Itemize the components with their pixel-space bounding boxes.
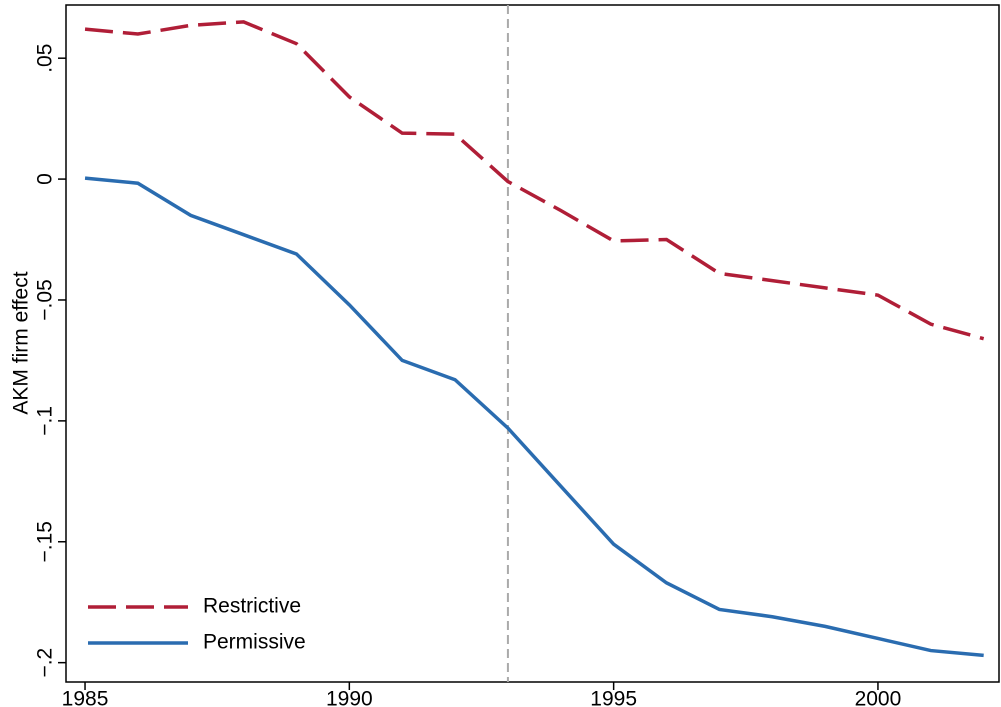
x-tick-label: 2000 (855, 688, 902, 707)
legend-label: Restrictive (203, 595, 301, 618)
x-tick-label: 1995 (590, 688, 637, 707)
y-tick-label: −.1 (34, 406, 57, 436)
series-line (84, 176, 984, 658)
y-axis-label: AKM firm effect (10, 271, 33, 414)
y-tick-label: −.2 (34, 648, 57, 678)
x-tick-label: 1990 (326, 688, 373, 707)
x-tick-label: 1985 (62, 688, 109, 707)
y-tick-label: .05 (34, 44, 57, 73)
y-tick-label: −.15 (34, 521, 57, 562)
y-tick-label: 0 (34, 173, 57, 185)
plot-frame (65, 4, 1000, 683)
series-line (84, 20, 985, 341)
y-tick-label: −.05 (34, 279, 57, 320)
legend-label: Permissive (203, 631, 306, 654)
